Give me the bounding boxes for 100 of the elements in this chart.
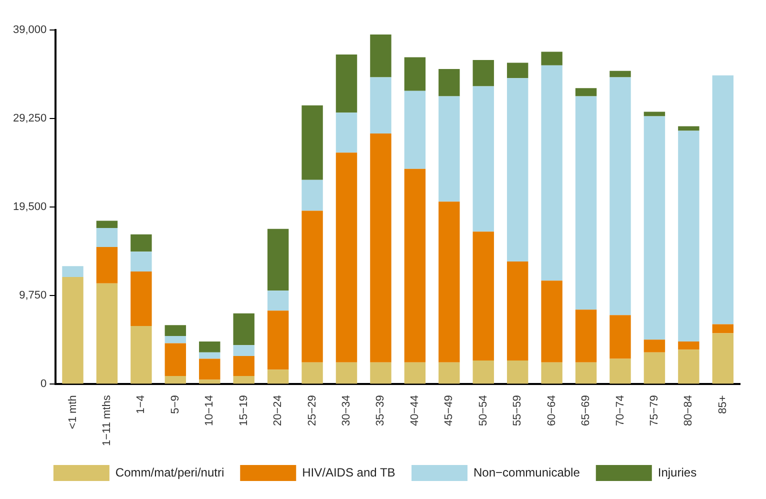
x-tick-label: 50−54 [477, 395, 490, 426]
x-tick-label: 5−9 [169, 395, 182, 414]
bar [233, 356, 254, 376]
x-tick-label: 55−59 [512, 395, 524, 426]
bar [541, 65, 562, 281]
y-tick-label: 19,500 [12, 201, 47, 214]
x-tick-label: 1−11 mths [101, 394, 113, 446]
x-tick-label: 25−29 [306, 395, 318, 426]
bar [438, 362, 460, 384]
bar [130, 234, 152, 252]
bar [164, 376, 186, 384]
bar [336, 112, 358, 153]
bar [370, 34, 392, 78]
bar [712, 333, 734, 384]
bar [712, 324, 734, 334]
x-tick-label: 75−79 [648, 395, 660, 426]
bar [130, 326, 152, 384]
x-tick-label: 85+ [716, 395, 729, 414]
bar [678, 130, 700, 342]
x-tick-label: 60−64 [546, 395, 558, 426]
bar [164, 343, 186, 376]
bar [472, 232, 494, 361]
bar [370, 77, 392, 134]
bar [233, 345, 254, 356]
bar [506, 262, 528, 361]
bar [267, 290, 289, 311]
bar [404, 168, 426, 362]
legend-label: Injuries [658, 465, 697, 480]
x-tick-label: 40−44 [408, 395, 421, 426]
y-tick-label: 29,250 [12, 112, 47, 125]
y-tick-label: 9,750 [19, 290, 47, 302]
x-tick-label: 15−19 [238, 395, 250, 426]
y-tick-label: 39,000 [12, 24, 47, 36]
bar [164, 325, 186, 336]
bar [610, 315, 631, 359]
x-tick-label: 70−74 [614, 395, 626, 426]
bar [233, 376, 254, 384]
bar [370, 362, 392, 384]
bar [62, 276, 84, 384]
bar [506, 62, 528, 78]
bar [438, 96, 460, 202]
bar [96, 247, 118, 284]
bar [472, 60, 494, 86]
bar [96, 220, 118, 228]
bar [506, 360, 528, 384]
bar [302, 105, 323, 180]
bar [302, 210, 323, 362]
bar [610, 70, 631, 78]
x-tick-label: 30−34 [340, 395, 353, 426]
legend-label: HIV/AIDS and TB [302, 465, 396, 480]
bar [370, 134, 392, 362]
y-tick-label: 0 [40, 378, 47, 390]
bar [472, 360, 494, 384]
bar [199, 380, 220, 384]
bar [438, 202, 460, 362]
bar [267, 228, 289, 291]
bar [199, 341, 220, 352]
bar [575, 310, 597, 362]
bar [404, 362, 426, 384]
bar [678, 341, 700, 350]
x-tick-label: 20−24 [272, 395, 284, 426]
bar [404, 90, 426, 169]
bar [678, 126, 700, 131]
x-tick-label: 65−69 [580, 395, 592, 426]
bar [644, 116, 666, 340]
x-tick-label: <1 mth [66, 395, 79, 430]
bar [575, 362, 597, 384]
bar [472, 86, 494, 232]
bar [233, 313, 254, 346]
bar [541, 280, 562, 362]
bar [62, 266, 84, 277]
bar [267, 370, 289, 384]
bar [96, 228, 118, 248]
bar [610, 77, 631, 316]
bar [575, 88, 597, 96]
bar [267, 310, 289, 370]
bar [199, 352, 220, 359]
bar [506, 78, 528, 262]
bar [575, 96, 597, 310]
bar [644, 340, 666, 352]
x-tick-label: 10−14 [204, 395, 216, 426]
bar [541, 52, 562, 66]
bar [336, 152, 358, 362]
bar [438, 69, 460, 96]
bar [164, 336, 186, 344]
bar [712, 75, 734, 324]
bar [96, 283, 118, 384]
bar [678, 350, 700, 384]
bar [541, 362, 562, 384]
bar [644, 352, 666, 384]
bar [610, 358, 631, 384]
legend-label: Non−communicable [473, 465, 580, 480]
x-tick-label: 45−49 [443, 395, 456, 426]
bar [336, 54, 358, 113]
legend-label: Comm/mat/peri/nutri [115, 465, 224, 480]
bar [199, 358, 220, 380]
x-tick-label: 80−84 [682, 395, 695, 426]
bar [302, 362, 323, 384]
bar [302, 180, 323, 211]
bar [644, 112, 666, 116]
